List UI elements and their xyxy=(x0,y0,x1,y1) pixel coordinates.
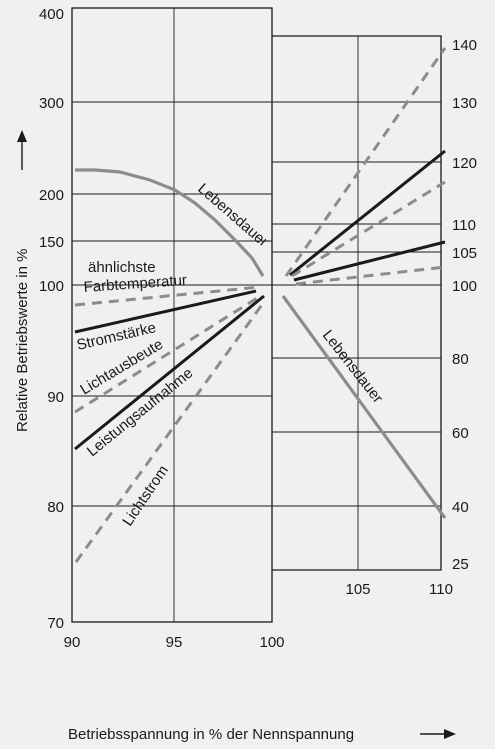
line-left-lebensdauer xyxy=(75,168,265,277)
ry-tick-80: 80 xyxy=(452,351,469,368)
ry-tick-25: 25 xyxy=(452,556,469,573)
y-tick-400: 400 xyxy=(39,6,64,23)
right-gridlines xyxy=(272,36,441,570)
x-axis-label: Betriebsspannung in % der Nennspannung xyxy=(68,726,354,743)
x-tick-95: 95 xyxy=(166,634,183,651)
x-tick-105: 105 xyxy=(345,581,370,598)
right-panel-frame xyxy=(272,35,442,571)
y-axis-arrow-icon xyxy=(17,130,27,142)
line-left-farbtemperatur xyxy=(74,285,261,307)
line-right-lichtstrom xyxy=(284,47,447,277)
line-right-stromstaerke xyxy=(293,240,446,282)
y-tick-100: 100 xyxy=(39,278,64,295)
line-left-stromstaerke xyxy=(74,289,257,334)
x-tick-90: 90 xyxy=(64,634,81,651)
y-tick-70: 70 xyxy=(47,615,64,632)
label-lichtstrom: Lichtstrom xyxy=(119,462,172,529)
left-x-ticks: 90 95 100 xyxy=(64,634,285,651)
lines-left xyxy=(74,168,266,563)
ry-tick-110: 110 xyxy=(452,217,476,234)
x-axis-title: Betriebsspannung in % der Nennspannung xyxy=(68,726,456,743)
y-axis-title: Relative Betriebswerte in % xyxy=(14,130,31,432)
ry-tick-140: 140 xyxy=(452,37,477,54)
line-right-lebensdauer xyxy=(281,295,447,519)
lines-right xyxy=(281,47,447,519)
ry-tick-60: 60 xyxy=(452,425,469,442)
ry-tick-100: 100 xyxy=(452,278,477,295)
y-tick-300: 300 xyxy=(39,95,64,112)
line-right-leistungsaufnahme xyxy=(289,149,446,277)
ry-tick-105: 105 xyxy=(452,245,477,262)
line-left-leistungsaufnahme xyxy=(74,294,265,451)
left-panel-frame xyxy=(71,7,273,623)
x-tick-100: 100 xyxy=(259,634,284,651)
ry-tick-130: 130 xyxy=(452,95,477,112)
left-y-ticks: 400 300 200 150 100 90 80 70 xyxy=(39,6,64,632)
y-tick-200: 200 xyxy=(39,187,64,204)
series-labels: Lebensdauer ähnlichste Farbtemperatur St… xyxy=(75,180,386,529)
label-lebensdauer-right: Lebensdauer xyxy=(319,327,386,406)
right-y-ticks: 140 130 120 110 105 100 80 60 40 25 xyxy=(452,37,477,573)
ry-tick-120: 120 xyxy=(452,155,477,172)
ry-tick-40: 40 xyxy=(452,499,469,516)
line-right-lichtausbeute xyxy=(291,180,446,278)
line-left-lichtstrom xyxy=(74,301,266,563)
x-axis-arrow-icon xyxy=(444,729,456,739)
y-axis-label: Relative Betriebswerte in % xyxy=(14,249,31,432)
x-tick-110: 110 xyxy=(429,581,453,598)
y-tick-150: 150 xyxy=(39,234,64,251)
right-x-ticks: 105 110 xyxy=(345,581,452,598)
y-tick-90: 90 xyxy=(47,389,64,406)
left-gridlines xyxy=(72,8,272,622)
line-left-lichtausbeute xyxy=(74,293,263,414)
y-tick-80: 80 xyxy=(47,499,64,516)
label-farbtemperatur-1: ähnlichste xyxy=(88,259,156,276)
line-right-farbtemperatur xyxy=(295,265,446,286)
